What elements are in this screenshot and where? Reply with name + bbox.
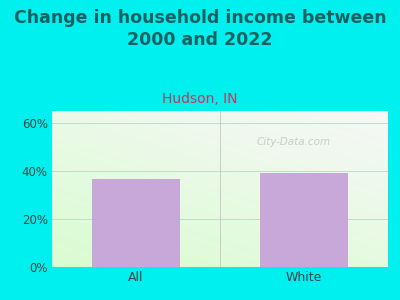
Text: City-Data.com: City-Data.com (257, 137, 331, 147)
Text: Hudson, IN: Hudson, IN (162, 92, 238, 106)
Text: Change in household income between
2000 and 2022: Change in household income between 2000 … (14, 9, 386, 49)
Bar (92, 179, 180, 267)
Bar (260, 173, 348, 267)
